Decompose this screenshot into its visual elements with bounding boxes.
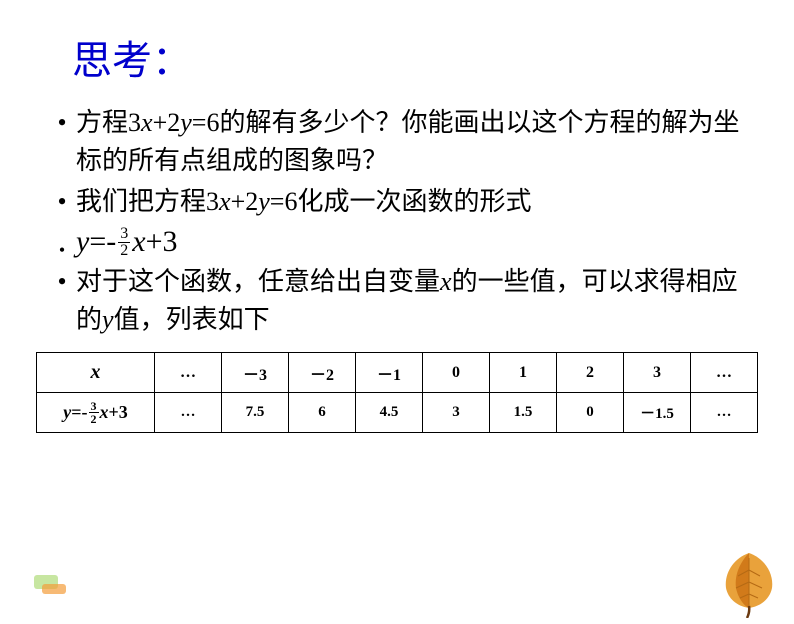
formula-plus3: +3 [146, 225, 178, 259]
bullet-4: • 对于这个函数，任意给出自变量x的一些值，可以求得相应的y值，列表如下 [48, 263, 754, 338]
bullet-mark: • [48, 226, 76, 259]
formula-y: y [76, 225, 89, 259]
table-cell: －1.5 [624, 393, 691, 433]
table-cell: －2 [289, 353, 356, 393]
bullet-1: • 方程3x+2y=6的解有多少个？你能画出以这个方程的解为坐标的所有点组成的图… [48, 104, 754, 179]
bullet-text: 我们把方程3x+2y=6化成一次函数的形式 [76, 183, 531, 221]
bullet-mark: • [48, 183, 76, 221]
table-cell: －1 [356, 353, 423, 393]
table-cell: 2 [557, 353, 624, 393]
table-cell: 3 [423, 393, 490, 433]
formula: y=-32x+3 [76, 225, 178, 259]
formula-eq: =- [89, 225, 116, 259]
data-table: x … －3 －2 －1 0 1 2 3 … y=-32x+3 … 7.5 6 … [36, 352, 758, 433]
slide-title: 思考： [72, 28, 794, 86]
header-y: y=-32x+3 [37, 393, 155, 433]
bullet-3: • y=-32x+3 [48, 225, 754, 259]
formula-frac: 32 [118, 226, 130, 259]
table-cell: 6 [289, 393, 356, 433]
table-cell: … [155, 353, 222, 393]
table-cell: 3 [624, 353, 691, 393]
bullet-mark: • [48, 104, 76, 142]
leaf-icon [714, 548, 784, 618]
table-cell: 0 [423, 353, 490, 393]
table-row: y=-32x+3 … 7.5 6 4.5 3 1.5 0 －1.5 … [37, 393, 758, 433]
formula-x: x [132, 225, 145, 259]
highlight-decoration [42, 584, 66, 594]
table-row: x … －3 －2 －1 0 1 2 3 … [37, 353, 758, 393]
table-cell: 1.5 [490, 393, 557, 433]
table-cell: … [691, 393, 758, 433]
table-cell: －3 [222, 353, 289, 393]
bullet-list: • 方程3x+2y=6的解有多少个？你能画出以这个方程的解为坐标的所有点组成的图… [48, 104, 754, 338]
bullet-2: • 我们把方程3x+2y=6化成一次函数的形式 [48, 183, 754, 221]
table-cell: … [155, 393, 222, 433]
table-cell: 0 [557, 393, 624, 433]
table-cell: … [691, 353, 758, 393]
table-cell: 1 [490, 353, 557, 393]
table-cell: 7.5 [222, 393, 289, 433]
bullet-text: 对于这个函数，任意给出自变量x的一些值，可以求得相应的y值，列表如下 [76, 263, 754, 338]
data-table-wrap: x … －3 －2 －1 0 1 2 3 … y=-32x+3 … 7.5 6 … [36, 352, 758, 433]
bullet-text: 方程3x+2y=6的解有多少个？你能画出以这个方程的解为坐标的所有点组成的图象吗… [76, 104, 754, 179]
table-cell: 4.5 [356, 393, 423, 433]
header-x: x [37, 353, 155, 393]
bullet-mark: • [48, 263, 76, 301]
